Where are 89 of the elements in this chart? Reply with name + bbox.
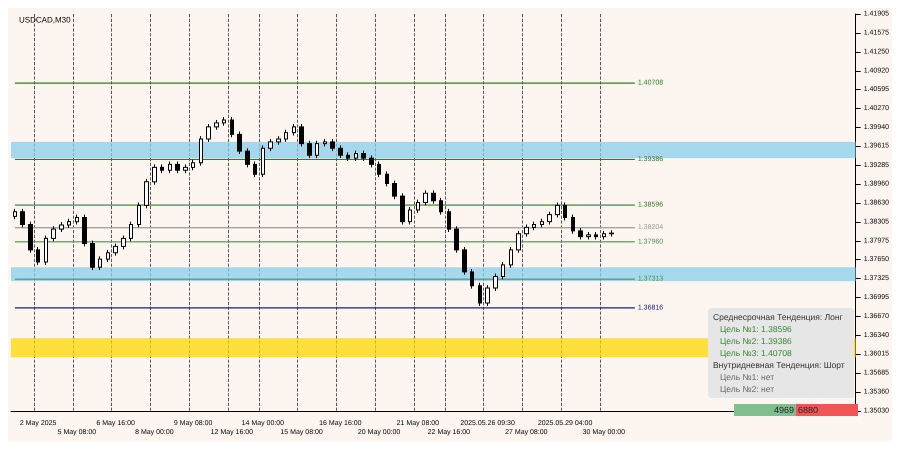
candlestick [470, 268, 474, 290]
candlestick [540, 218, 544, 228]
candlestick [346, 152, 350, 162]
candlestick [222, 116, 226, 126]
candlestick [82, 214, 87, 247]
candlestick [330, 138, 335, 152]
candlestick [168, 161, 172, 174]
candlestick [602, 230, 606, 240]
candlestick [609, 230, 614, 238]
candlestick [594, 231, 598, 240]
candlestick [152, 164, 157, 186]
annotation: Цель №2: нет [719, 383, 776, 395]
candlestick [75, 214, 79, 225]
candlestick [555, 202, 560, 218]
candlestick [431, 190, 436, 204]
candlestick [59, 222, 64, 232]
candlestick [454, 226, 459, 254]
candlestick [98, 256, 102, 271]
candlestick [323, 138, 327, 148]
candlestick [268, 138, 273, 152]
annotation: Цель №2: 1.39386 [719, 335, 793, 347]
candlestick [175, 161, 180, 174]
candlestick [532, 221, 536, 231]
candlestick [253, 161, 257, 178]
candlestick [214, 119, 219, 130]
candlestick [408, 206, 412, 225]
candlestick [485, 284, 490, 306]
candlestick [237, 131, 242, 155]
candlestick [524, 224, 529, 238]
candlestick [199, 136, 203, 166]
candlestick [315, 140, 319, 159]
candlestick [501, 262, 505, 280]
candlestick [36, 246, 40, 266]
candlestick [354, 150, 358, 162]
candlestick [144, 178, 149, 209]
candlestick [183, 164, 188, 174]
candlestick [90, 240, 95, 271]
candlestick [160, 164, 164, 174]
candlestick [245, 148, 250, 168]
candlestick [361, 150, 366, 162]
candlestick [385, 170, 389, 187]
candlestick [586, 231, 591, 240]
candlestick [121, 234, 126, 250]
candlestick [67, 218, 71, 228]
candlestick [284, 129, 288, 142]
candlestick [563, 202, 567, 221]
annotation: Среднесрочная Тенденция: Лонг [712, 311, 844, 323]
candlestick [113, 243, 118, 256]
ratio-strip: 4969 6880 [734, 404, 858, 416]
candlestick [377, 161, 381, 178]
candlestick [369, 154, 374, 168]
candlestick [230, 116, 234, 138]
annotation: Цель №1: 1.38596 [719, 323, 793, 335]
candlestick [338, 144, 343, 159]
candlestick [447, 208, 451, 232]
candlestick [416, 199, 420, 214]
candlestick [28, 221, 33, 254]
candlestick [276, 136, 281, 146]
candlestick [206, 124, 211, 142]
candlestick [44, 234, 48, 266]
candlestick [307, 140, 312, 159]
candlestick [439, 197, 443, 216]
annotation: 6880 [796, 404, 858, 416]
candlestick [106, 249, 110, 263]
candlestick [20, 208, 25, 228]
annotation: Цель №1: нет [719, 371, 776, 383]
candlestick [578, 227, 583, 240]
candlestick [13, 208, 17, 220]
candlestick [509, 246, 513, 268]
chart-title: USDCAD,M30 [19, 16, 72, 24]
candlestick [423, 190, 428, 206]
annotation: 4969 [734, 404, 796, 416]
candlestick [299, 124, 304, 148]
candlestick [547, 211, 552, 225]
candlestick [400, 192, 405, 225]
candlestick [292, 124, 296, 136]
annotation: Цель №3: 1.40708 [719, 347, 793, 359]
candlestick [493, 273, 498, 292]
candlestick [51, 226, 56, 242]
candlestick [137, 202, 141, 228]
candlestick [571, 214, 575, 234]
candlestick [392, 180, 397, 200]
candlestick [478, 282, 482, 306]
candlestick [129, 221, 133, 242]
annotation: Внутридневная Тенденция: Шорт [712, 359, 846, 371]
candlestick [462, 246, 467, 276]
candlestick [261, 144, 265, 178]
candlestick [191, 159, 195, 171]
candlestick [516, 230, 521, 254]
